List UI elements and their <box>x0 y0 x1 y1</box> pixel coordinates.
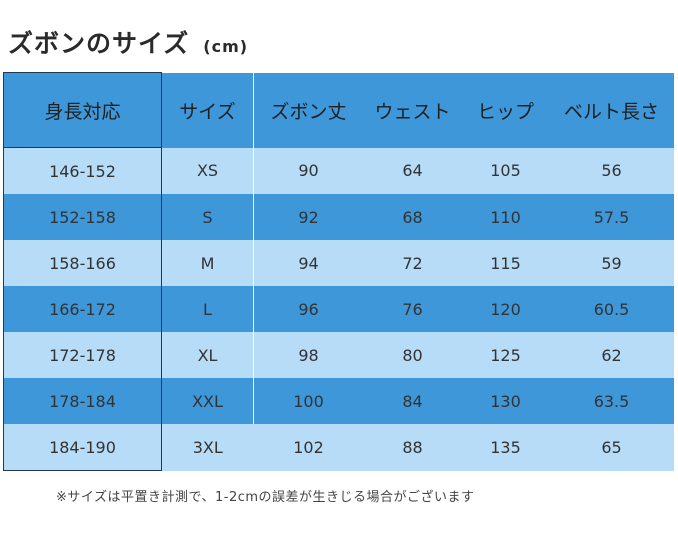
cell-hip: 110 <box>461 194 550 240</box>
cell-belt: 63.5 <box>549 378 674 424</box>
cell-size: XL <box>161 332 254 378</box>
cell-height: 146-152 <box>3 147 162 194</box>
cell-belt: 60.5 <box>549 286 674 332</box>
cell-belt: 57.5 <box>549 194 674 240</box>
cell-hip: 135 <box>461 424 550 471</box>
cell-waist: 88 <box>363 424 462 471</box>
cell-height: 178-184 <box>3 378 162 424</box>
cell-size: XXL <box>161 378 254 424</box>
cell-size: M <box>161 240 254 286</box>
cell-belt: 59 <box>549 240 674 286</box>
column-header-hip: ヒップ <box>461 72 550 148</box>
cell-hip: 130 <box>461 378 550 424</box>
cell-height: 158-166 <box>3 240 162 286</box>
cell-size: 3XL <box>161 424 254 471</box>
cell-hip: 120 <box>461 286 550 332</box>
title-unit: (cm) <box>203 37 249 56</box>
footnote: ※サイズは平置き計測で、1-2cmの誤差が生きじる場合がございます <box>56 490 475 505</box>
title-text: ズボンのサイズ <box>8 29 190 58</box>
cell-height: 184-190 <box>3 424 162 471</box>
column-header-height: 身長対応 <box>3 72 162 148</box>
cell-waist: 72 <box>363 240 462 286</box>
cell-size: L <box>161 286 254 332</box>
column-header-length: ズボン丈 <box>253 72 364 148</box>
cell-length: 94 <box>253 240 364 286</box>
cell-length: 92 <box>253 194 364 240</box>
cell-hip: 105 <box>461 147 550 194</box>
cell-size: XS <box>161 147 254 194</box>
cell-length: 90 <box>253 147 364 194</box>
page-title: ズボンのサイズ (cm) <box>8 24 248 64</box>
cell-belt: 56 <box>549 147 674 194</box>
table-row: 146-152 XS 90 64 105 56 <box>3 147 674 194</box>
cell-waist: 84 <box>363 378 462 424</box>
cell-height: 172-178 <box>3 332 162 378</box>
cell-length: 98 <box>253 332 364 378</box>
table-row: 166-172 L 96 76 120 60.5 <box>3 286 674 332</box>
cell-length: 102 <box>253 424 364 471</box>
cell-size: S <box>161 194 254 240</box>
cell-hip: 115 <box>461 240 550 286</box>
cell-hip: 125 <box>461 332 550 378</box>
table-row: 178-184 XXL 100 84 130 63.5 <box>3 378 674 424</box>
cell-waist: 76 <box>363 286 462 332</box>
cell-waist: 64 <box>363 147 462 194</box>
column-header-belt: ベルト長さ <box>549 72 674 148</box>
cell-belt: 62 <box>549 332 674 378</box>
cell-length: 100 <box>253 378 364 424</box>
table-row: 172-178 XL 98 80 125 62 <box>3 332 674 378</box>
column-header-waist: ウェスト <box>363 72 462 148</box>
cell-waist: 80 <box>363 332 462 378</box>
table-row: 152-158 S 92 68 110 57.5 <box>3 194 674 240</box>
cell-length: 96 <box>253 286 364 332</box>
table-row: 158-166 M 94 72 115 59 <box>3 240 674 286</box>
column-header-size: サイズ <box>161 72 254 148</box>
size-table: 身長対応 サイズ ズボン丈 ウェスト ヒップ ベルト長さ 146-152 XS … <box>3 72 674 471</box>
cell-belt: 65 <box>549 424 674 471</box>
cell-height: 152-158 <box>3 194 162 240</box>
cell-waist: 68 <box>363 194 462 240</box>
table-row: 184-190 3XL 102 88 135 65 <box>3 424 674 471</box>
table-header-row: 身長対応 サイズ ズボン丈 ウェスト ヒップ ベルト長さ <box>3 72 674 148</box>
cell-height: 166-172 <box>3 286 162 332</box>
